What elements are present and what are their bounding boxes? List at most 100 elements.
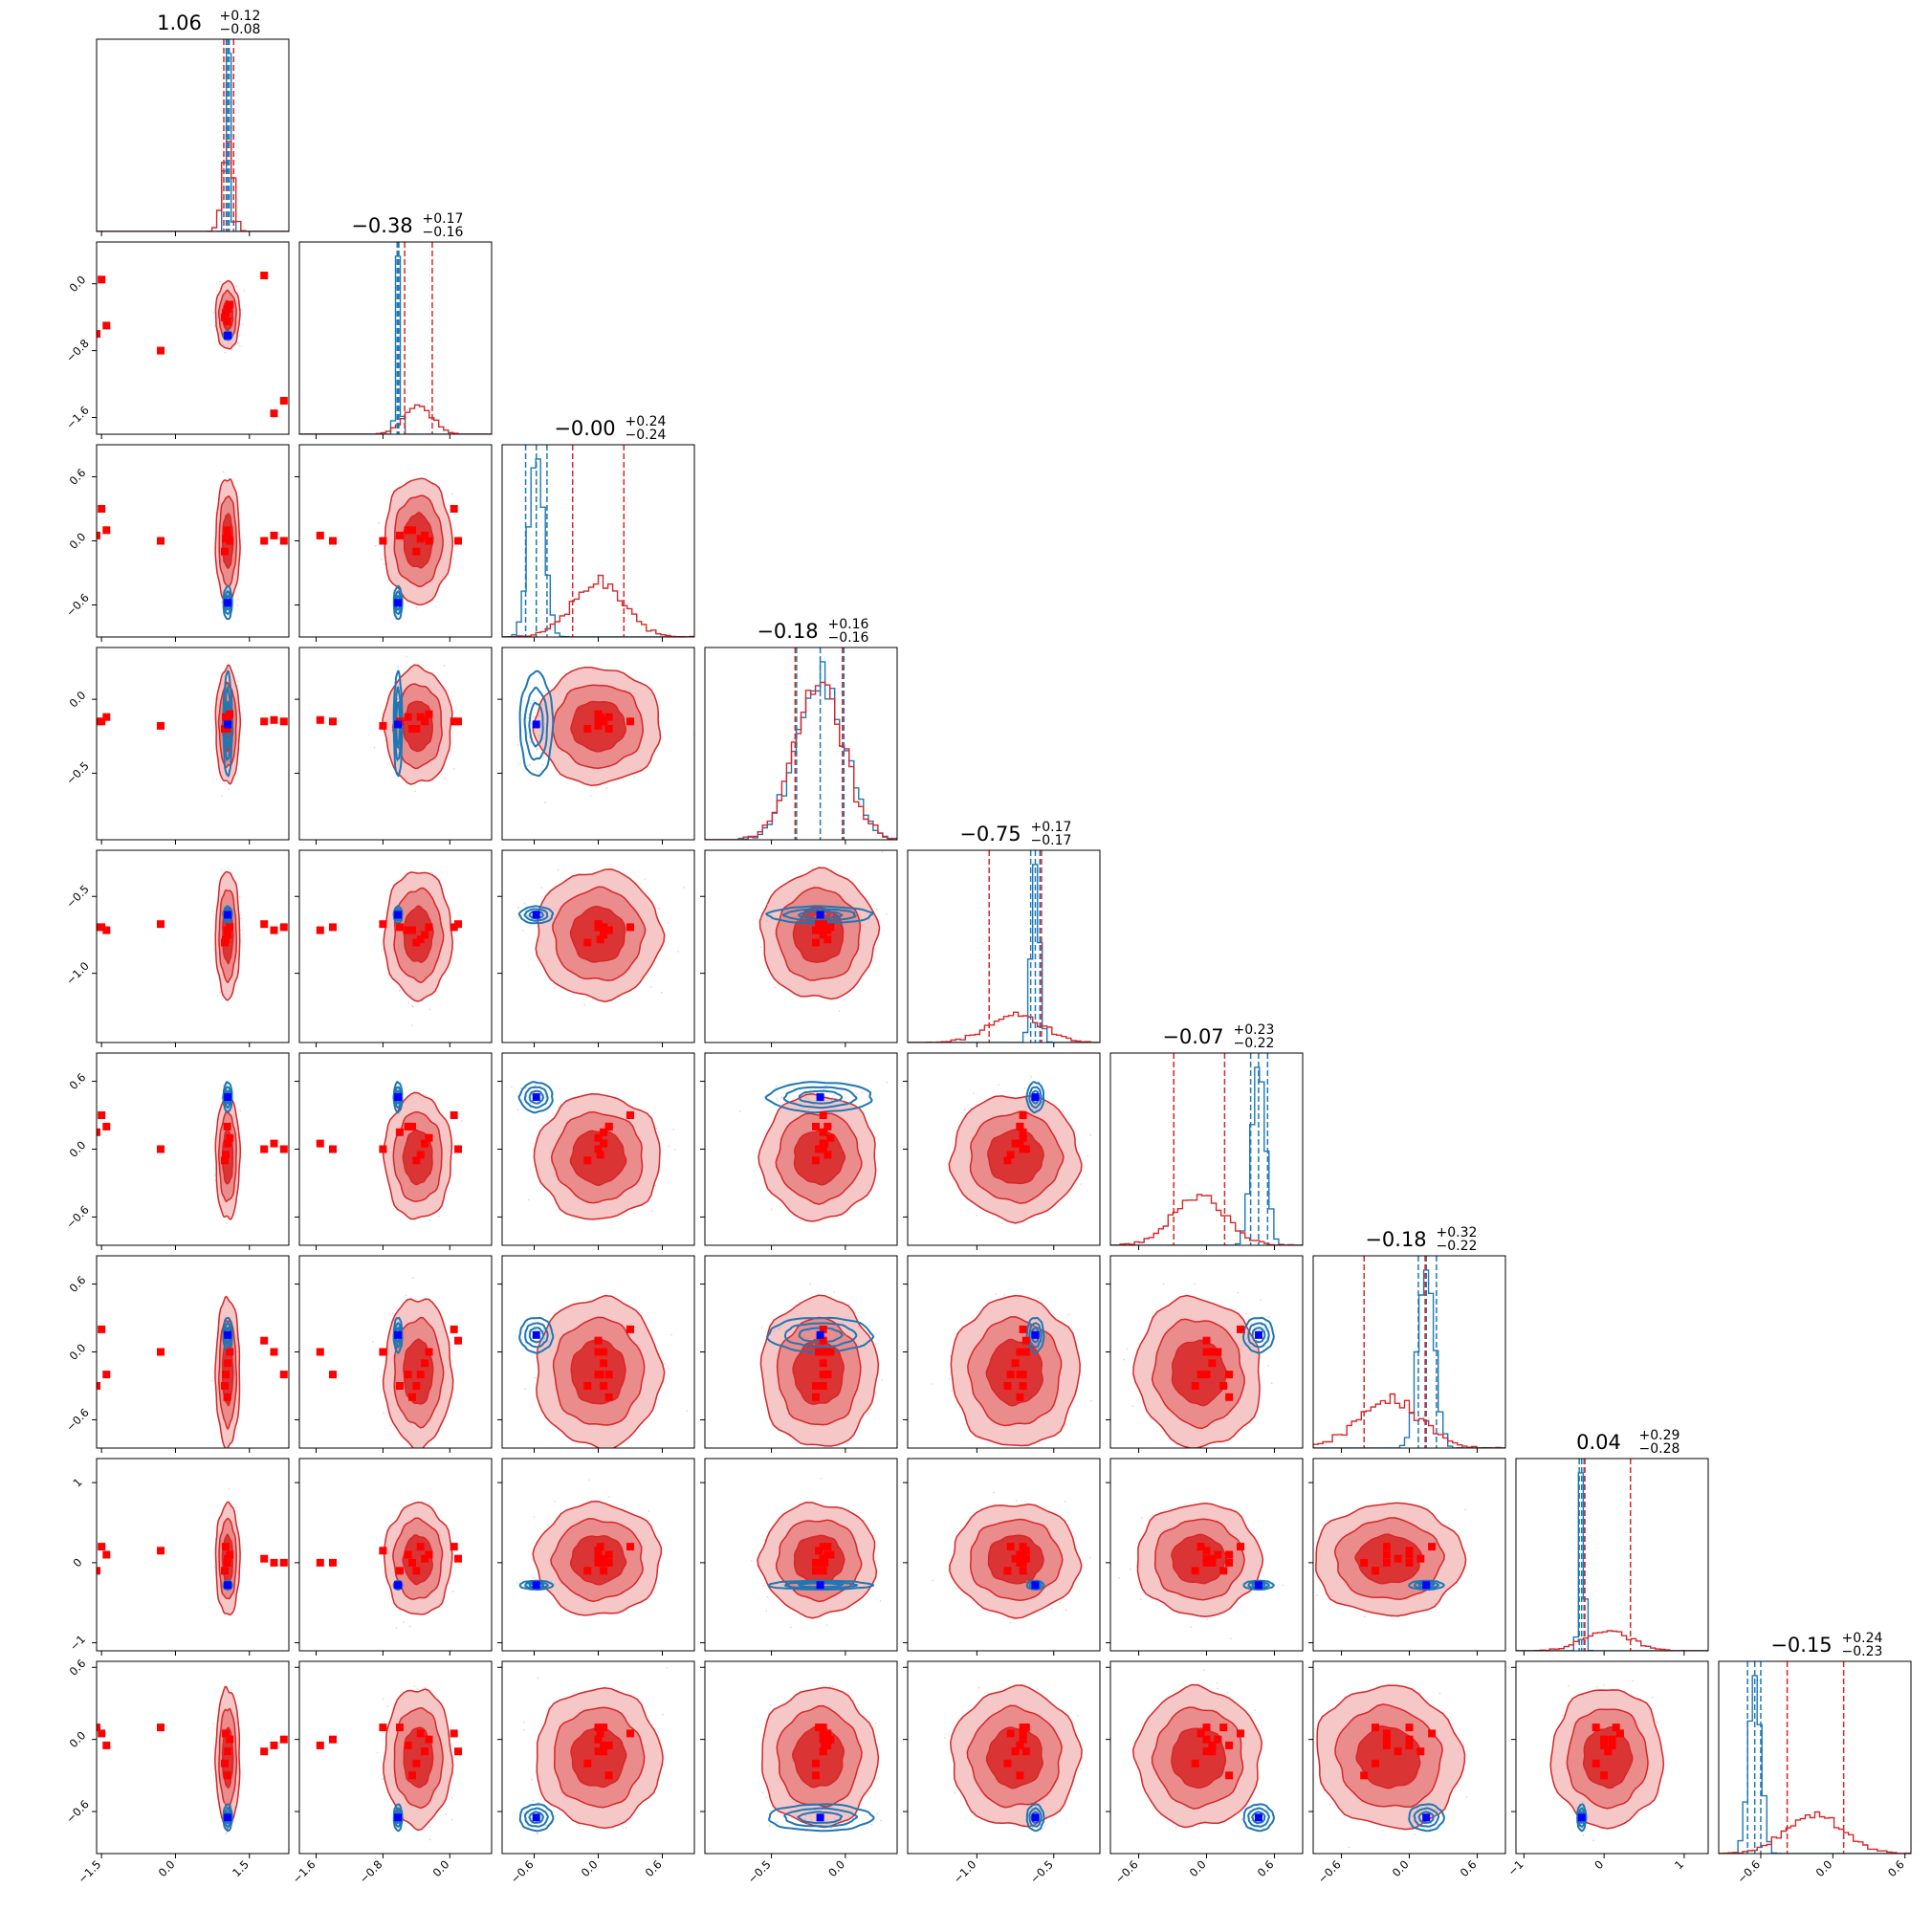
scatter-point-blue: [224, 1590, 227, 1592]
scatter-point-red: [240, 308, 243, 311]
scatter-point-blue: [533, 715, 535, 718]
scatter-point-red: [238, 895, 241, 898]
marker-red-square: [221, 547, 229, 556]
scatter-point-blue: [856, 1093, 858, 1095]
marker-red-square: [416, 1371, 425, 1379]
marker-red-square: [815, 1348, 823, 1356]
scatter-point-red: [224, 351, 227, 354]
marker-blue-truth: [532, 720, 540, 729]
scatter-point-red: [220, 602, 223, 604]
panel-2-1: [295, 444, 493, 642]
scatter-point-blue: [1023, 1087, 1025, 1089]
panel-frame: [298, 647, 493, 841]
panel-6-1: [295, 1255, 493, 1453]
contour-blue-level-1: [518, 1316, 555, 1354]
scatter-point-blue: [1030, 1076, 1032, 1078]
panel-content: [97, 1488, 288, 1616]
scatter-point-blue: [813, 1343, 816, 1346]
panel-5-3: [700, 1052, 898, 1250]
marker-red-square: [425, 1133, 433, 1142]
contour-blue-level-1: [518, 670, 555, 778]
scatter-point-red: [1260, 1299, 1262, 1301]
contour-blue-level-1: [764, 905, 874, 925]
panel-title: −0.00: [554, 417, 615, 440]
marker-red-square: [222, 1543, 230, 1551]
scatter-point-red: [219, 991, 222, 994]
marker-red-square: [412, 1567, 421, 1575]
marker-red-square: [279, 717, 288, 726]
scatter-point-blue: [795, 913, 797, 915]
marker-red-square: [97, 531, 100, 539]
scatter-point-red: [833, 1290, 835, 1293]
marker-red-square: [98, 1543, 106, 1551]
scatter-point-blue: [397, 1311, 400, 1313]
scatter-point-blue: [533, 699, 536, 702]
contour-blue-level-1: [1025, 1081, 1045, 1114]
scatter-point-blue: [807, 1109, 810, 1110]
marker-red-square: [416, 713, 425, 721]
marker-blue-truth: [394, 911, 403, 919]
scatter-point-blue: [845, 1333, 847, 1336]
scatter-point-red: [451, 493, 453, 495]
marker-red-square: [421, 931, 429, 939]
marker-red-square: [1208, 1348, 1217, 1356]
marker-red-square: [1019, 1371, 1027, 1379]
scatter-point-red: [1037, 1297, 1040, 1299]
marker-blue-truth: [224, 1093, 232, 1102]
contour-blue-level-3: [797, 911, 844, 920]
scatter-point-blue: [814, 915, 817, 918]
marker-red-square: [596, 935, 604, 944]
panel-title: −0.38: [351, 214, 412, 237]
contour-blue-level-1: [517, 905, 554, 925]
scatter-point-red: [210, 1379, 213, 1382]
marker-red-square: [224, 1554, 232, 1563]
contour-blue-level-1: [222, 584, 233, 621]
scatter-point-blue: [521, 1098, 523, 1101]
marker-red-square: [222, 1151, 230, 1159]
scatter-point-red: [391, 1312, 394, 1314]
title-upper-error: +0.17: [1031, 820, 1072, 835]
contour-blue-level-2: [524, 1322, 549, 1349]
scatter-point-red: [222, 471, 225, 473]
marker-red-square: [594, 721, 603, 730]
y-tick-label: −0.5: [63, 882, 92, 911]
marker-red-square: [604, 1371, 613, 1379]
panel-title: −0.18: [757, 620, 818, 643]
y-tick-label: −0.6: [63, 1406, 92, 1435]
marker-red-square: [416, 935, 425, 944]
scatter-point-red: [411, 1004, 413, 1007]
scatter-point-blue: [805, 1332, 807, 1335]
scatter-point-red: [654, 1184, 656, 1187]
scatter-point-red: [213, 1175, 216, 1176]
scatter-point-blue: [861, 1091, 864, 1093]
scatter-point-blue: [531, 723, 533, 725]
marker-red-square: [224, 304, 232, 313]
scatter-point-blue: [546, 1324, 548, 1327]
scatter-point-blue: [396, 698, 399, 700]
title-lower-error: −0.16: [423, 225, 464, 240]
marker-blue-truth: [394, 1330, 403, 1339]
marker-red-square: [596, 1151, 604, 1159]
contour-blue-level-3: [798, 1089, 844, 1105]
scatter-point-red: [534, 1376, 537, 1379]
marker-red-square: [223, 318, 231, 325]
marker-blue-truth: [1031, 1093, 1040, 1102]
marker-red-square: [823, 935, 832, 944]
scatter-point-blue: [807, 1094, 809, 1097]
panel-content: [948, 1076, 1091, 1224]
hist-blue-series: [1110, 1066, 1303, 1245]
scatter-point-blue: [1258, 1349, 1261, 1351]
scatter-point-red: [774, 986, 777, 989]
scatter-point-blue: [529, 702, 532, 705]
panel-content: [97, 471, 288, 621]
y-tick-label: −0.6: [63, 591, 92, 620]
marker-red-square: [404, 926, 412, 934]
marker-red-square: [454, 1145, 462, 1153]
marker-red-square: [450, 1325, 458, 1333]
scatter-point-red: [374, 544, 377, 547]
marker-red-square: [157, 1145, 165, 1153]
marker-red-square: [279, 1371, 288, 1379]
marker-red-square: [316, 531, 324, 539]
marker-red-square: [450, 717, 458, 726]
